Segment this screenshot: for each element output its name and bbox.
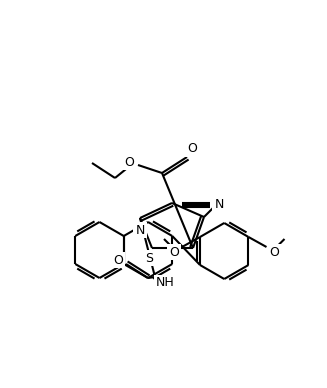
Text: N: N bbox=[214, 199, 224, 211]
Text: N: N bbox=[135, 223, 145, 237]
Text: O: O bbox=[124, 156, 134, 168]
Text: O: O bbox=[187, 142, 197, 156]
Text: O: O bbox=[113, 253, 123, 267]
Text: NH: NH bbox=[156, 277, 174, 289]
Text: O: O bbox=[169, 246, 179, 258]
Text: S: S bbox=[145, 251, 153, 265]
Text: O: O bbox=[269, 246, 280, 258]
